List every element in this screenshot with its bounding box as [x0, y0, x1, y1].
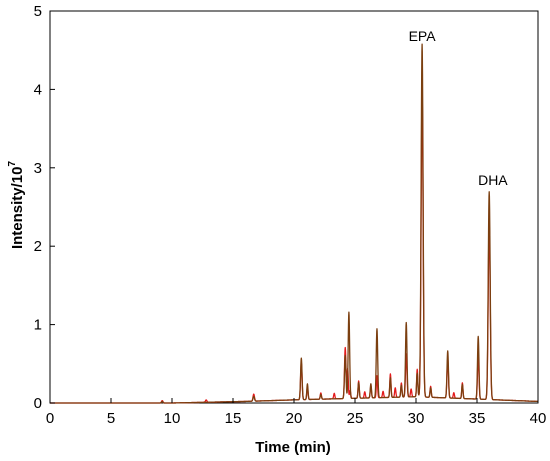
x-tick-label: 0	[46, 410, 54, 427]
x-tick-label: 10	[164, 410, 181, 427]
y-tick-label: 2	[34, 238, 42, 255]
x-tick-label: 20	[286, 410, 303, 427]
x-tick-label: 25	[347, 410, 364, 427]
y-tick-label: 5	[34, 3, 42, 20]
peak-annotations: EPA DHA	[409, 28, 509, 188]
x-tick-label: 35	[469, 410, 486, 427]
tick-marks	[49, 10, 539, 404]
peak-label-epa: EPA	[409, 28, 437, 44]
plot-area	[49, 10, 539, 404]
x-axis-title: Time (min)	[255, 439, 331, 456]
x-tick-label: 30	[408, 410, 425, 427]
y-tick-label: 1	[34, 317, 42, 334]
tick-labels: 0 5 10 15 20 25 30 35 40 0 1 2 3 4 5	[34, 3, 547, 427]
x-tick-label: 5	[107, 410, 115, 427]
y-axis-title-base: Intensity/10	[9, 167, 26, 250]
peak-label-dha: DHA	[478, 172, 508, 188]
x-tick-label: 15	[225, 410, 242, 427]
y-tick-label: 4	[34, 81, 42, 98]
y-axis-title-exponent: 7	[7, 161, 18, 167]
y-tick-label: 0	[34, 395, 42, 412]
y-tick-label: 3	[34, 160, 42, 177]
plot-frame	[49, 10, 539, 404]
x-tick-label: 40	[530, 410, 547, 427]
y-axis-title: Intensity/107	[7, 161, 26, 250]
